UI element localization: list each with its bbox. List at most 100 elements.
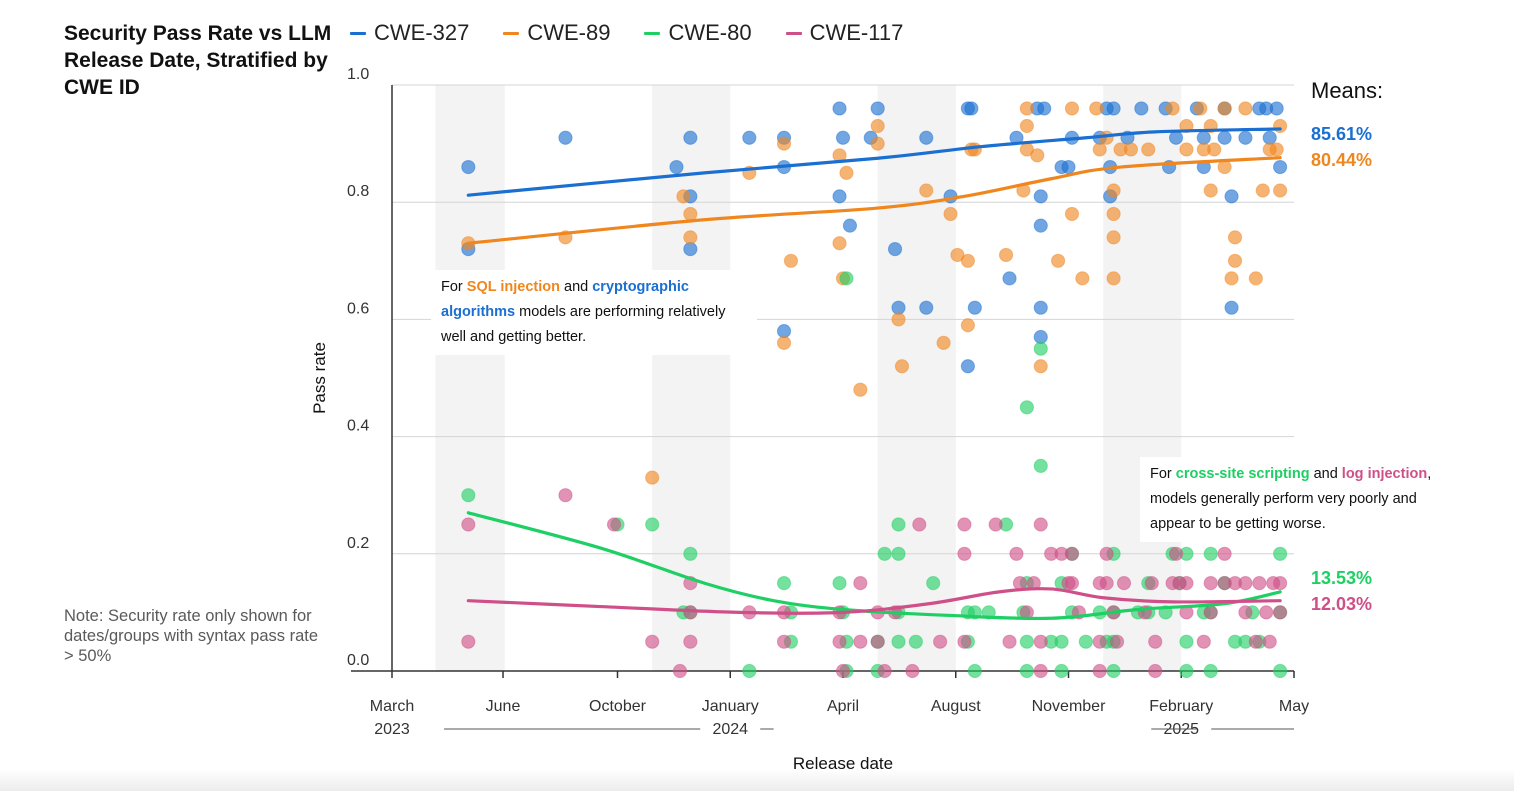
data-point: [1033, 218, 1048, 233]
legend-label: CWE-89: [527, 20, 611, 45]
data-point: [1217, 101, 1232, 116]
data-point: [683, 230, 698, 245]
data-point: [1168, 130, 1184, 145]
x-tick-label: February: [1149, 698, 1213, 715]
data-point: [1002, 634, 1017, 649]
legend-item-cwe-117[interactable]: CWE-117: [785, 20, 904, 46]
data-point: [1033, 663, 1048, 679]
data-point: [1238, 605, 1253, 620]
data-point: [1075, 271, 1090, 286]
data-point: [1217, 546, 1232, 561]
x-tick-label: January: [702, 698, 759, 715]
data-point: [1273, 605, 1288, 620]
mean-value-cwe-327: 85.61%: [1311, 124, 1373, 144]
data-point: [742, 663, 757, 679]
data-point: [1019, 118, 1034, 134]
legend-label: CWE-80: [668, 20, 752, 45]
data-point: [558, 488, 573, 503]
x-axis-title: Release date: [793, 754, 893, 773]
data-point: [891, 300, 906, 315]
data-point: [957, 634, 972, 649]
shaded-band: [1103, 85, 1182, 671]
data-point: [683, 546, 698, 561]
data-point: [1106, 183, 1121, 198]
data-point: [870, 101, 885, 116]
data-point: [835, 663, 851, 679]
data-point: [1179, 663, 1194, 679]
data-point: [967, 300, 982, 315]
data-point: [1019, 663, 1034, 679]
data-point: [1262, 634, 1277, 649]
means-label: Means:: [1311, 78, 1384, 103]
data-point: [1092, 142, 1107, 157]
data-point: [1033, 458, 1048, 473]
data-point: [1259, 605, 1274, 620]
data-point: [1179, 576, 1194, 591]
data-point: [1252, 576, 1267, 591]
data-point: [912, 517, 927, 532]
legend-item-cwe-89[interactable]: CWE-89: [503, 20, 610, 46]
data-point: [461, 634, 476, 649]
data-point: [1273, 546, 1288, 561]
mean-value-cwe-80: 13.53%: [1311, 568, 1373, 588]
data-point: [877, 663, 892, 679]
trend-line-cwe-117: [466, 587, 1282, 615]
shaded-band: [877, 85, 956, 671]
data-point: [1106, 101, 1121, 116]
data-point: [683, 206, 698, 222]
data-point: [1238, 130, 1253, 145]
data-point: [1148, 634, 1163, 649]
data-point: [1092, 634, 1107, 649]
data-point: [919, 183, 934, 198]
data-point: [870, 634, 885, 649]
legend-swatch: [350, 31, 366, 35]
data-point: [1179, 634, 1194, 649]
annotation-highlight-crypto: cryptographic algorithms: [441, 279, 689, 320]
footnote: Note: Security rate only shown for dates…: [64, 607, 319, 665]
data-point: [832, 101, 847, 116]
legend-swatch: [644, 31, 661, 35]
mean-value-cwe-89: 80.44%: [1311, 150, 1373, 170]
data-point: [1165, 101, 1180, 116]
data-point: [1033, 341, 1048, 356]
data-point: [1106, 206, 1121, 222]
data-point: [1009, 546, 1024, 561]
data-point: [960, 253, 975, 268]
data-point: [870, 136, 885, 151]
x-tick-label: November: [1032, 698, 1106, 715]
legend-label: CWE-117: [809, 20, 904, 45]
data-point: [832, 634, 847, 649]
data-point: [1207, 142, 1222, 157]
annotation-text: , models generally perform very poorly a…: [1150, 466, 1432, 532]
data-point: [1078, 634, 1093, 649]
data-point: [1273, 183, 1288, 198]
data-point: [1019, 400, 1034, 415]
data-point: [606, 517, 622, 532]
data-point: [1123, 142, 1139, 157]
data-point: [1227, 253, 1243, 268]
data-point: [672, 663, 688, 679]
data-point: [1227, 230, 1243, 245]
data-point: [967, 142, 982, 157]
data-point: [776, 136, 792, 151]
legend-item-cwe-327[interactable]: CWE-327: [350, 20, 469, 46]
data-point: [1061, 159, 1076, 175]
data-point: [1106, 230, 1121, 245]
data-point: [853, 382, 868, 397]
data-point: [877, 546, 892, 561]
y-axis-title: Pass rate: [310, 342, 329, 414]
legend-swatch: [785, 31, 802, 35]
data-point: [1248, 634, 1263, 649]
data-point: [905, 663, 920, 679]
legend-item-cwe-80[interactable]: CWE-80: [644, 20, 752, 46]
data-point: [1269, 101, 1284, 116]
data-point: [1224, 271, 1239, 286]
data-point: [1064, 576, 1080, 591]
data-point: [1054, 634, 1069, 649]
data-point: [742, 130, 757, 145]
data-point: [839, 271, 854, 286]
data-point: [776, 576, 792, 591]
y-tick-label: 0.0: [347, 652, 369, 669]
data-point: [1033, 634, 1048, 649]
data-point: [933, 634, 948, 649]
